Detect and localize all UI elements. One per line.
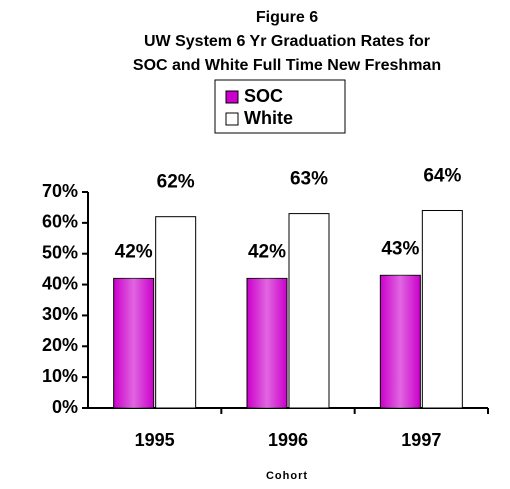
value-label: 62% <box>157 172 195 193</box>
value-label: 42% <box>115 241 153 262</box>
y-tick-label: 60% <box>42 212 78 232</box>
value-label: 63% <box>290 169 328 190</box>
x-tick-label: 1997 <box>401 430 441 450</box>
x-axis-label: Cohort <box>266 470 308 482</box>
value-label: 42% <box>248 241 286 262</box>
y-tick-label: 20% <box>42 335 78 355</box>
chart-title: UW System 6 Yr Graduation Rates for <box>144 33 430 50</box>
y-tick-label: 0% <box>52 397 78 417</box>
bar <box>288 213 330 409</box>
x-tick-label: 1995 <box>135 430 175 450</box>
legend-swatch <box>225 90 239 104</box>
bar-shine <box>113 278 154 408</box>
bar <box>155 216 197 409</box>
value-label: 43% <box>381 238 419 259</box>
x-tick-label: 1996 <box>268 430 308 450</box>
y-tick-label: 70% <box>42 181 78 201</box>
y-tick-label: 40% <box>42 273 78 293</box>
legend-label: White <box>244 108 293 128</box>
legend-label: SOC <box>244 86 283 106</box>
y-tick-label: 50% <box>42 242 78 262</box>
chart-title: Figure 6 <box>256 9 318 26</box>
chart-title: SOC and White Full Time New Freshman <box>133 57 441 74</box>
y-tick-label: 30% <box>42 304 78 324</box>
bar-shine <box>380 275 421 408</box>
bar-shine <box>247 278 287 408</box>
value-label: 64% <box>423 166 461 187</box>
y-tick-label: 10% <box>42 366 78 386</box>
legend-swatch <box>225 112 239 126</box>
bar <box>421 210 463 409</box>
